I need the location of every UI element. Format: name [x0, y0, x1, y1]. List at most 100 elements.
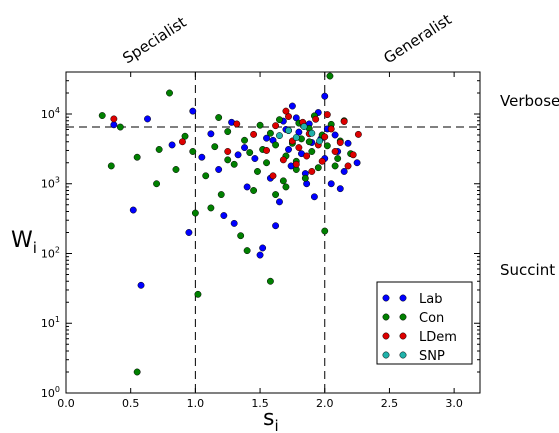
x-tick-label-1: 0.5 — [122, 397, 140, 410]
point-con-10 — [194, 290, 202, 298]
point-lab-47 — [288, 102, 296, 110]
point-lab-39 — [353, 159, 361, 167]
point-lab-0 — [110, 121, 118, 129]
point-con-1 — [107, 162, 115, 170]
point-con-6 — [166, 89, 173, 97]
point-lab-41 — [272, 222, 280, 230]
point-con-46 — [254, 168, 261, 175]
point-lab-3 — [137, 281, 145, 289]
series-con — [98, 72, 355, 376]
point-ldem-20 — [336, 139, 344, 146]
point-con-20 — [256, 121, 264, 129]
point-ldem-11 — [303, 152, 311, 160]
point-ldem-9 — [295, 144, 303, 152]
x-tick-label-2: 1.0 — [187, 397, 205, 410]
legend: Lab Con LDem SNP — [376, 281, 473, 365]
point-lab-42 — [259, 244, 267, 252]
point-con-2 — [116, 123, 124, 131]
point-lab-43 — [241, 144, 248, 152]
x-axis-ticks: 0.0 0.5 1.0 1.5 2.0 2.5 3.0 — [57, 72, 463, 410]
x-tick-label-4: 2.0 — [316, 397, 334, 410]
x-tick-label-3: 1.5 — [251, 397, 269, 410]
y-axis-label-main: W — [11, 228, 33, 253]
point-con-11 — [202, 172, 210, 180]
point-con-15 — [230, 160, 238, 168]
point-ldem-8 — [292, 160, 300, 168]
legend-label-lab: Lab — [419, 292, 442, 307]
point-con-24 — [276, 116, 283, 124]
point-lab-35 — [331, 131, 339, 139]
point-ldem-22 — [349, 151, 357, 159]
point-con-55 — [189, 148, 197, 155]
point-con-56 — [215, 114, 223, 121]
point-lab-4 — [168, 141, 176, 149]
legend-marker-snp-2 — [399, 351, 407, 359]
point-con-48 — [272, 191, 280, 199]
point-con-14 — [224, 128, 232, 136]
point-snp-0 — [285, 127, 292, 134]
point-lab-34 — [327, 180, 335, 188]
y-tick-label-3: 103 — [41, 176, 60, 191]
point-ldem-16 — [318, 157, 326, 165]
point-snp-2 — [300, 123, 308, 131]
point-ldem-27 — [340, 118, 348, 125]
point-con-41 — [331, 162, 339, 170]
point-con-50 — [282, 183, 290, 191]
legend-marker-con-2 — [399, 313, 407, 321]
series-lab — [110, 92, 361, 289]
x-axis-label: si — [263, 406, 279, 433]
point-ldem-0 — [110, 115, 118, 123]
y-tick-label-0: 100 — [41, 385, 60, 400]
point-ldem-18 — [327, 125, 335, 133]
point-lab-19 — [276, 198, 283, 206]
point-ldem-14 — [312, 115, 320, 123]
legend-marker-lab-2 — [399, 294, 407, 302]
point-ldem-13 — [308, 168, 316, 175]
point-con-51 — [243, 247, 251, 255]
point-lab-5 — [185, 229, 193, 236]
legend-label-ldem: LDem — [419, 330, 457, 345]
x-axis-label-main: s — [263, 406, 274, 431]
point-lab-10 — [220, 212, 228, 219]
y-axis-label-sub: i — [33, 239, 37, 257]
point-lab-46 — [336, 185, 344, 193]
point-con-12 — [211, 143, 219, 151]
point-con-38 — [321, 227, 329, 235]
point-con-34 — [308, 148, 316, 155]
point-ldem-5 — [279, 156, 287, 164]
point-con-21 — [263, 159, 270, 167]
y-tick-label-2: 102 — [41, 245, 60, 260]
point-lab-2 — [144, 115, 151, 123]
legend-marker-snp — [382, 351, 390, 359]
point-lab-14 — [251, 155, 259, 162]
legend-marker-ldem-2 — [399, 332, 407, 340]
point-con-17 — [241, 136, 248, 144]
point-con-18 — [246, 149, 254, 157]
point-con-22 — [266, 277, 274, 285]
point-con-0 — [98, 112, 106, 119]
point-con-59 — [334, 155, 342, 162]
point-snp-1 — [292, 134, 300, 141]
point-lab-40 — [230, 219, 238, 227]
x-tick-label-5: 2.5 — [381, 397, 399, 410]
point-lab-12 — [234, 151, 242, 159]
point-lab-16 — [263, 134, 270, 142]
legend-marker-lab — [382, 294, 390, 302]
annotation-specialist: Specialist — [119, 13, 189, 67]
point-snp-5 — [276, 132, 283, 140]
point-lab-1 — [129, 206, 137, 214]
point-lab-21 — [285, 146, 292, 153]
point-con-58 — [305, 138, 313, 146]
point-lab-9 — [215, 166, 223, 173]
y-tick-label-1: 101 — [41, 315, 60, 330]
point-lab-6 — [189, 107, 197, 115]
point-lab-13 — [243, 183, 251, 191]
x-tick-label-0: 0.0 — [57, 397, 75, 410]
point-ldem-23 — [354, 130, 362, 138]
legend-label-snp: SNP — [419, 349, 445, 364]
point-lab-29 — [310, 193, 318, 201]
y-tick-label-4: 104 — [41, 106, 60, 121]
point-con-8 — [181, 132, 189, 140]
point-ldem-26 — [323, 111, 331, 119]
